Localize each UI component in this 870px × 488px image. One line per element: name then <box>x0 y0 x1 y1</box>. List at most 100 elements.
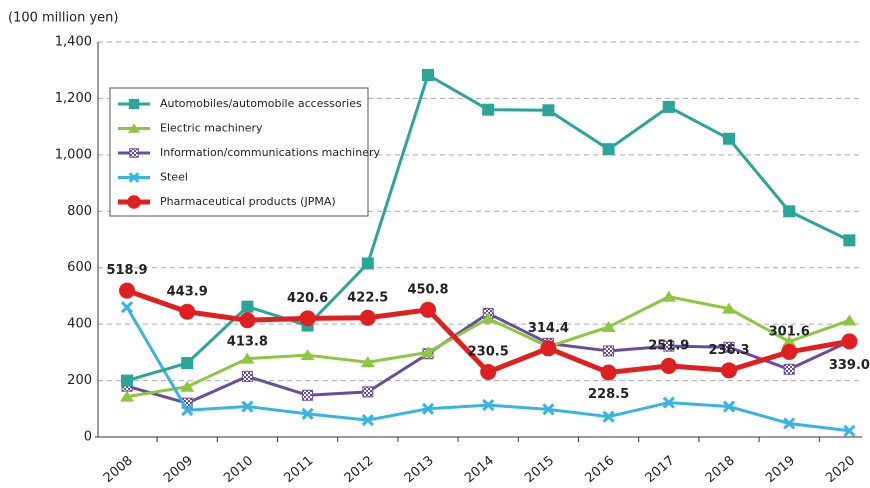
y-tick-label: 800 <box>67 204 92 219</box>
marker <box>722 400 736 413</box>
y-tick-label: 400 <box>67 317 92 332</box>
data-label: 251.9 <box>648 338 689 353</box>
series-line <box>126 288 850 376</box>
data-label: 420.6 <box>287 291 328 306</box>
y-tick-label: 600 <box>67 260 92 275</box>
legend-label: Steel <box>160 171 188 184</box>
marker <box>362 386 374 398</box>
marker <box>181 357 194 370</box>
marker <box>121 374 133 387</box>
x-tick-label: 2009 <box>161 453 196 486</box>
marker <box>783 417 796 430</box>
y-tick-label: 1,200 <box>55 91 92 106</box>
marker <box>421 402 435 415</box>
y-tick-label: 1,000 <box>55 147 92 162</box>
marker <box>723 132 735 145</box>
marker <box>181 404 194 417</box>
x-tick-label: 2017 <box>643 453 678 486</box>
marker <box>422 69 434 82</box>
y-tick-label: 0 <box>84 430 92 445</box>
marker <box>781 343 798 360</box>
y-tick-label: 1,400 <box>55 35 92 50</box>
marker <box>602 410 615 423</box>
marker <box>663 340 675 352</box>
marker <box>241 400 254 413</box>
marker <box>842 314 857 326</box>
marker <box>662 100 675 113</box>
data-label: 422.5 <box>347 290 388 305</box>
data-label: 339.0 <box>829 358 870 373</box>
marker <box>239 312 256 329</box>
marker <box>119 282 135 299</box>
marker <box>600 364 617 381</box>
marker <box>360 356 375 368</box>
marker <box>421 346 435 358</box>
y-axis-label: (100 million yen) <box>8 11 118 26</box>
marker <box>179 303 196 320</box>
x-tick-label: 2008 <box>101 453 136 486</box>
marker <box>540 340 557 357</box>
data-label: 230.5 <box>468 344 509 359</box>
data-label: 301.6 <box>769 324 810 339</box>
marker <box>843 234 856 247</box>
marker <box>361 414 374 427</box>
marker <box>128 172 140 183</box>
legend-label: Information/communications machinery <box>160 146 380 159</box>
marker <box>302 389 314 401</box>
x-tick-label: 2011 <box>281 453 316 486</box>
marker <box>661 290 676 302</box>
marker <box>120 390 134 402</box>
marker <box>480 363 497 380</box>
x-tick-label: 2013 <box>402 453 437 486</box>
legend-label: Electric machinery <box>160 122 263 135</box>
data-label: 228.5 <box>588 387 629 402</box>
marker <box>120 301 134 314</box>
x-tick-label: 2020 <box>823 453 858 486</box>
marker <box>603 345 615 357</box>
marker <box>241 370 253 382</box>
x-tick-label: 2019 <box>763 453 798 486</box>
data-label: 236.3 <box>708 343 749 358</box>
marker <box>782 335 797 347</box>
marker <box>127 195 141 209</box>
marker <box>723 341 735 353</box>
x-tick-label: 2018 <box>703 453 738 486</box>
marker <box>721 362 737 379</box>
marker <box>482 399 495 412</box>
x-tick-label: 2015 <box>522 453 557 486</box>
x-tick-label: 2016 <box>582 453 617 486</box>
marker <box>241 300 254 313</box>
data-label: 413.8 <box>227 335 268 350</box>
x-tick-label: 2012 <box>342 453 377 486</box>
marker <box>361 257 374 270</box>
marker <box>481 312 496 324</box>
legend-label: Pharmaceutical products (JPMA) <box>160 195 336 208</box>
marker <box>482 103 495 116</box>
marker <box>843 424 856 437</box>
marker <box>542 403 555 416</box>
marker <box>662 396 675 409</box>
marker <box>359 309 376 326</box>
marker <box>301 407 314 420</box>
marker <box>542 104 555 117</box>
marker <box>300 349 315 361</box>
marker <box>129 148 139 158</box>
data-label: 450.8 <box>407 282 448 297</box>
marker <box>660 357 677 374</box>
data-label: 518.9 <box>106 263 147 278</box>
x-tick-label: 2010 <box>221 453 256 486</box>
marker <box>602 143 615 156</box>
x-tick-label: 2014 <box>462 453 497 486</box>
data-label: 443.9 <box>167 284 208 299</box>
marker <box>783 363 795 375</box>
marker <box>841 333 858 350</box>
marker <box>128 98 140 110</box>
legend-label: Automobiles/automobile accessories <box>160 97 362 110</box>
marker <box>783 205 796 218</box>
legend-box <box>109 87 369 217</box>
data-label: 314.4 <box>528 321 569 336</box>
marker <box>722 302 736 314</box>
marker <box>180 380 195 392</box>
marker <box>240 352 255 364</box>
